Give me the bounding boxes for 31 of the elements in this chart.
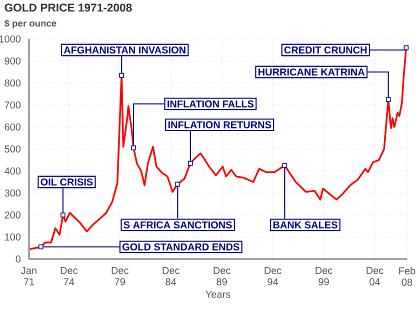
annotation: HURRICANE KATRINA bbox=[258, 68, 365, 76]
x-tick-label: Feb 08 bbox=[399, 267, 416, 286]
annotation: GOLD STANDARD ENDS bbox=[122, 243, 240, 250]
y-tick-label: 600 bbox=[4, 123, 21, 131]
x-axis-title: Years bbox=[206, 290, 230, 298]
y-tick-label: 500 bbox=[4, 145, 21, 153]
annotation: AFGHANISTAN INVASION bbox=[64, 46, 186, 54]
y-tick-label: 300 bbox=[4, 189, 21, 197]
annotation: CREDIT CRUNCH bbox=[284, 46, 367, 54]
chart-title: GOLD PRICE 1971-2008 bbox=[4, 4, 132, 12]
x-tick-label: Dec 79 bbox=[112, 267, 129, 286]
y-tick-label: 200 bbox=[4, 211, 21, 219]
x-tick-label: Dec 99 bbox=[316, 267, 332, 286]
x-tick-label: Jan 71 bbox=[21, 267, 36, 286]
y-tick-label: 0 bbox=[16, 255, 21, 263]
y-tick-label: 800 bbox=[4, 79, 21, 87]
x-tick-label: Dec 04 bbox=[366, 267, 384, 286]
y-tick-label: 900 bbox=[4, 57, 21, 65]
x-tick-label: Dec 94 bbox=[264, 267, 282, 286]
chart-subtitle: $ per ounce bbox=[4, 20, 56, 28]
annotation: INFLATION FALLS bbox=[168, 100, 254, 108]
y-tick-label: 400 bbox=[4, 167, 21, 175]
x-tick-label: Dec 74 bbox=[60, 267, 78, 286]
x-tick-label: Dec 84 bbox=[162, 267, 180, 286]
annotation: OIL CRISIS bbox=[40, 178, 93, 186]
x-tick-label: Dec 89 bbox=[214, 267, 230, 286]
y-tick-label: 700 bbox=[4, 101, 21, 109]
annotation: S AFRICA SANCTIONS bbox=[124, 221, 232, 228]
annotation: BANK SALES bbox=[273, 221, 338, 228]
y-tick-label: 100 bbox=[5, 233, 21, 241]
annotation: INFLATION RETURNS bbox=[168, 121, 272, 128]
